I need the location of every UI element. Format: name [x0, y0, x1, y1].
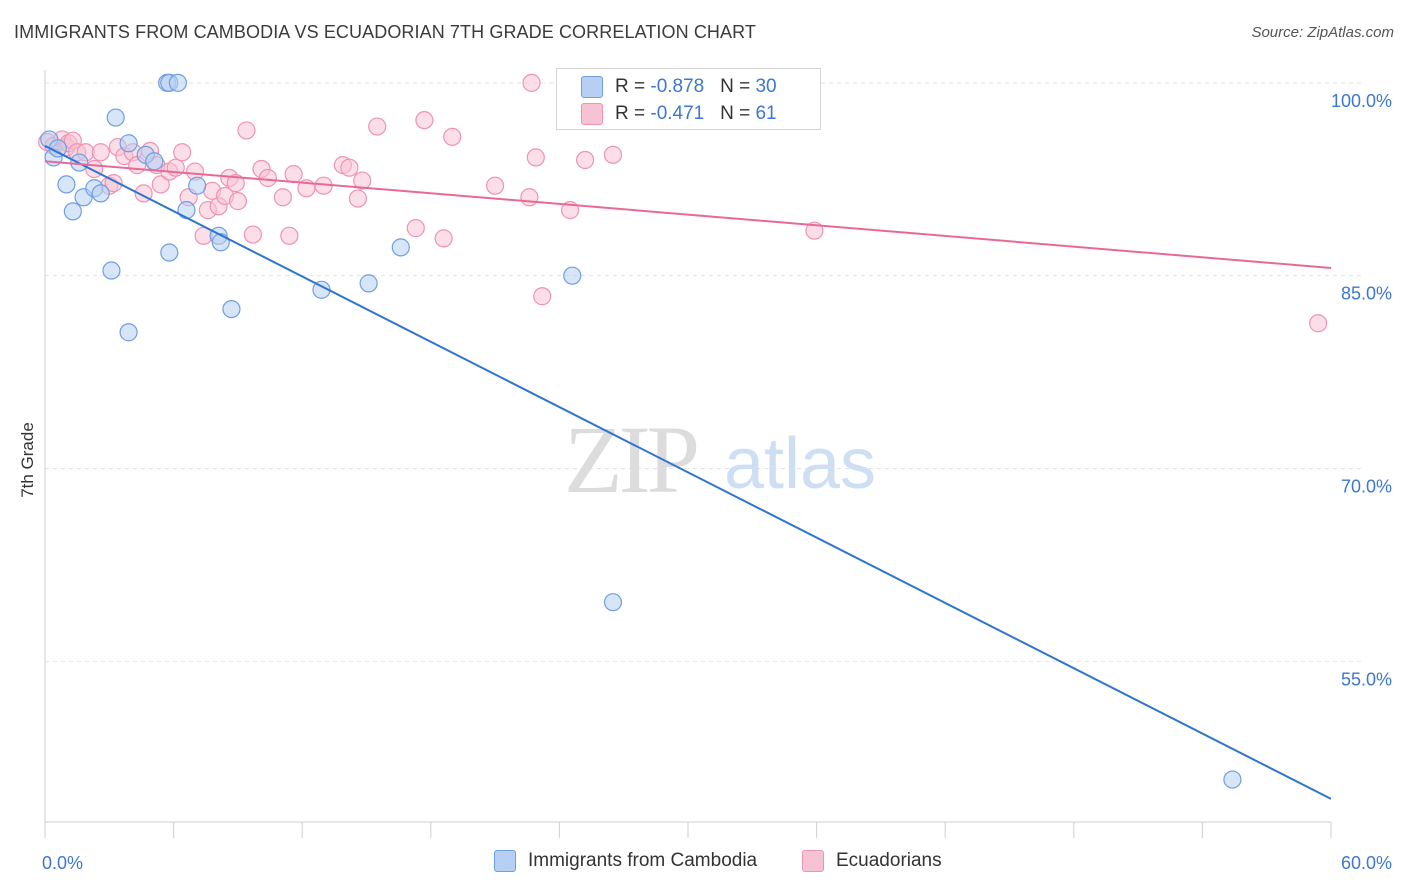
chart-title: IMMIGRANTS FROM CAMBODIA VS ECUADORIAN 7…	[14, 22, 757, 42]
n-value-ecuadorians: 61	[755, 103, 777, 124]
cambodia-points	[40, 73, 1242, 789]
cambodia-point-23[interactable]	[222, 299, 241, 319]
ecuadorians-point-58[interactable]	[603, 145, 623, 164]
cambodia-point-12[interactable]	[119, 134, 138, 153]
stats-legend: R = -0.878 N = 30 R = -0.471 N = 61	[556, 68, 821, 130]
watermark: ZIP atlas	[564, 406, 876, 513]
ecuadorians-point-19[interactable]	[151, 175, 170, 194]
ecuadorians-point-21[interactable]	[166, 158, 185, 177]
ecuadorians-point-54[interactable]	[526, 148, 545, 167]
x-tick-label: 0.0%	[42, 853, 83, 873]
ecuadorians-point-37[interactable]	[273, 188, 293, 207]
ecuadorians-point-53[interactable]	[522, 73, 541, 92]
ecuadorians-point-32[interactable]	[228, 192, 247, 211]
source-label: Source: ZipAtlas.com	[1251, 24, 1394, 41]
ecuadorians-point-47[interactable]	[406, 219, 425, 238]
ecuadorians-point-60[interactable]	[1309, 314, 1328, 333]
cambodia-point-26[interactable]	[391, 238, 410, 257]
cambodia-point-19[interactable]	[177, 201, 196, 220]
ecuadorians-point-48[interactable]	[415, 111, 434, 130]
cambodia-point-25[interactable]	[359, 274, 378, 293]
ecuadorians-point-39[interactable]	[284, 165, 303, 184]
ecuadorians-point-38[interactable]	[280, 226, 299, 245]
axes	[44, 70, 1332, 838]
legend-swatch-ecuadorians	[581, 103, 603, 125]
r-label: R =	[615, 103, 651, 124]
watermark-atlas: atlas	[724, 424, 876, 504]
ecuadorians-point-9[interactable]	[91, 143, 110, 162]
ecuadorians-point-49[interactable]	[434, 229, 453, 248]
cambodia-point-17[interactable]	[160, 243, 179, 262]
cambodia-point-18[interactable]	[168, 73, 187, 92]
cambodia-point-4[interactable]	[63, 202, 82, 221]
y-tick-label: 70.0%	[1341, 476, 1392, 496]
r-value-ecuadorians: -0.471	[650, 103, 705, 124]
ecuadorians-point-51[interactable]	[486, 176, 505, 195]
cambodia-point-14[interactable]	[145, 152, 164, 171]
cambodia-point-10[interactable]	[106, 108, 125, 127]
cambodia-trend-line	[44, 144, 1332, 800]
legend-label-cambodia: Immigrants from Cambodia	[528, 850, 758, 871]
n-label: N =	[720, 76, 756, 97]
ecuadorians-point-57[interactable]	[576, 150, 595, 170]
legend-label-ecuadorians: Ecuadorians	[836, 850, 942, 871]
trend-lines	[44, 144, 1332, 800]
y-tick-label: 55.0%	[1341, 669, 1392, 689]
ecuadorians-point-36[interactable]	[258, 168, 278, 188]
cambodia-point-20[interactable]	[188, 176, 207, 195]
cambodia-point-9[interactable]	[102, 261, 121, 280]
ecuadorians-point-55[interactable]	[533, 287, 552, 306]
watermark-zip: ZIP	[564, 406, 697, 513]
cambodia-point-22[interactable]	[211, 233, 230, 252]
cambodia-point-28[interactable]	[603, 593, 623, 612]
series-legend: Immigrants from Cambodia Ecuadorians	[0, 850, 1406, 880]
grid-lines	[45, 82, 1361, 662]
ecuadorians-point-31[interactable]	[226, 174, 245, 193]
ecuadorians-point-46[interactable]	[368, 117, 387, 136]
legend-swatch-cambodia	[581, 76, 603, 98]
cambodia-point-8[interactable]	[91, 184, 110, 203]
legend-swatch-ecuadorians	[802, 850, 824, 872]
cambodia-point-3[interactable]	[57, 175, 76, 194]
legend-swatch-cambodia	[494, 850, 516, 872]
ecuadorians-point-33[interactable]	[237, 121, 256, 140]
ecuadorians-point-22[interactable]	[173, 143, 192, 162]
n-value-cambodia: 30	[755, 76, 777, 97]
x-tick-label: 60.0%	[1341, 853, 1392, 873]
legend-item-ecuadorians[interactable]: Ecuadorians	[802, 850, 942, 872]
ecuadorians-point-50[interactable]	[443, 127, 462, 146]
ecuadorians-trend-line	[44, 160, 1332, 269]
ecuadorians-point-43[interactable]	[340, 158, 359, 177]
legend-item-cambodia[interactable]: Immigrants from Cambodia	[494, 850, 757, 872]
cambodia-point-29[interactable]	[1223, 770, 1242, 789]
y-tick-label: 85.0%	[1341, 284, 1392, 304]
tick-labels: 100.0% 85.0% 70.0% 55.0% 0.0% 60.0%	[42, 91, 1392, 873]
ecuadorians-point-45[interactable]	[353, 171, 372, 190]
ecuadorians-point-44[interactable]	[348, 189, 368, 208]
n-label: N =	[720, 103, 756, 124]
cambodia-point-11[interactable]	[119, 323, 138, 342]
ecuadorians-point-34[interactable]	[243, 225, 263, 244]
r-value-cambodia: -0.878	[650, 76, 705, 97]
ecuadorians-point-52[interactable]	[520, 188, 539, 207]
r-label: R =	[615, 76, 651, 97]
cambodia-point-27[interactable]	[563, 266, 582, 285]
y-tick-label: 100.0%	[1331, 91, 1392, 111]
